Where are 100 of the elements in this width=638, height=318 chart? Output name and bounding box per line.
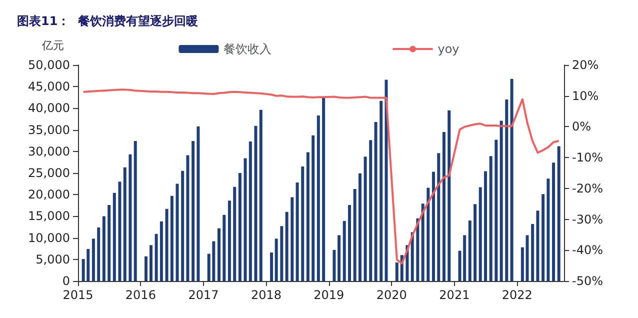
y-tick-label: 15,000 xyxy=(28,209,70,224)
bar xyxy=(165,208,168,281)
y2-tick-label: -50% xyxy=(572,274,604,288)
y-tick-label: 50,000 xyxy=(28,58,70,72)
bar xyxy=(228,200,231,281)
bar xyxy=(192,141,195,281)
bar xyxy=(426,188,430,281)
bar xyxy=(542,194,545,281)
bar xyxy=(557,146,560,281)
bar xyxy=(186,155,190,281)
bar xyxy=(316,116,320,281)
y-tick-label: 40,000 xyxy=(28,101,70,116)
bar xyxy=(494,140,498,281)
y2-tick-label: 20% xyxy=(572,58,599,72)
x-tick-label: 2022 xyxy=(502,288,532,302)
bar xyxy=(437,153,440,281)
x-tick-label: 2018 xyxy=(250,288,282,302)
y-tick-label: 0 xyxy=(62,274,70,288)
bar xyxy=(416,218,420,281)
bar xyxy=(290,197,294,281)
bar xyxy=(222,214,226,281)
bar xyxy=(170,196,174,281)
bar xyxy=(233,186,236,281)
bar xyxy=(322,97,326,281)
bar xyxy=(348,204,352,281)
bar xyxy=(374,122,378,281)
bar xyxy=(338,235,341,281)
x-tick-label: 2015 xyxy=(62,288,94,302)
bar xyxy=(421,204,424,281)
bar xyxy=(505,100,508,281)
bar xyxy=(274,238,278,281)
bar xyxy=(254,126,258,281)
bar xyxy=(134,141,137,281)
bar xyxy=(536,210,540,281)
bar xyxy=(500,120,503,281)
bar xyxy=(108,204,111,281)
bar xyxy=(238,173,242,281)
bar xyxy=(301,166,304,281)
bar xyxy=(154,234,158,281)
y-tick-label: 25,000 xyxy=(28,166,70,180)
y2-tick-label: 0% xyxy=(572,120,592,134)
x-tick-label: 2016 xyxy=(125,288,156,302)
bar xyxy=(270,252,274,281)
bar xyxy=(384,80,388,281)
y-axis-title: 亿元 xyxy=(41,39,64,52)
bar xyxy=(217,228,220,281)
bar xyxy=(468,220,472,281)
bar xyxy=(552,162,556,281)
bar xyxy=(510,78,514,281)
y2-tick-label: -30% xyxy=(572,212,604,226)
bar xyxy=(149,245,152,281)
y2-tick-label: -20% xyxy=(572,181,604,196)
bar xyxy=(369,140,372,281)
bar xyxy=(259,110,262,281)
bar xyxy=(144,256,148,281)
bar xyxy=(474,204,477,281)
y-tick-label: 10,000 xyxy=(28,230,70,245)
x-tick-label: 2019 xyxy=(314,288,344,302)
bar xyxy=(410,232,414,281)
y-tick-label: 30,000 xyxy=(28,144,70,158)
y2-tick-label: 10% xyxy=(572,88,599,103)
bar xyxy=(176,184,179,281)
bar xyxy=(364,156,367,281)
bar xyxy=(160,221,163,281)
bar xyxy=(112,192,116,281)
bar xyxy=(478,187,482,281)
bar xyxy=(489,156,492,281)
bar xyxy=(97,227,100,281)
bar xyxy=(380,100,383,281)
bar xyxy=(442,132,446,281)
bar xyxy=(118,182,122,281)
bar xyxy=(196,126,200,281)
bar xyxy=(280,226,284,281)
bar xyxy=(448,110,451,281)
bar xyxy=(432,172,435,281)
bar xyxy=(358,173,362,281)
legend-label: yoy xyxy=(438,42,460,56)
bar xyxy=(332,250,336,281)
bar xyxy=(312,135,315,281)
y2-tick-label: -10% xyxy=(572,150,604,165)
bar xyxy=(92,238,95,281)
bar xyxy=(296,182,299,281)
bar xyxy=(102,216,106,281)
x-tick-label: 2020 xyxy=(376,288,407,302)
bar xyxy=(353,188,356,281)
bar xyxy=(306,152,310,281)
bar xyxy=(248,141,252,281)
bar xyxy=(395,262,398,281)
y-tick-label: 45,000 xyxy=(28,80,70,94)
y-tick-label: 20,000 xyxy=(28,188,70,202)
y2-tick-label: -40% xyxy=(572,243,604,258)
x-tick-label: 2021 xyxy=(439,288,470,302)
bar xyxy=(128,154,132,281)
chart-title: 图表11： 餐饮消费有望逐步回暖 xyxy=(17,14,198,28)
bar xyxy=(546,178,550,281)
bar xyxy=(181,170,184,281)
line-series xyxy=(82,88,560,264)
x-tick-label: 2017 xyxy=(188,288,219,302)
bar xyxy=(285,212,288,281)
bar xyxy=(531,224,534,281)
